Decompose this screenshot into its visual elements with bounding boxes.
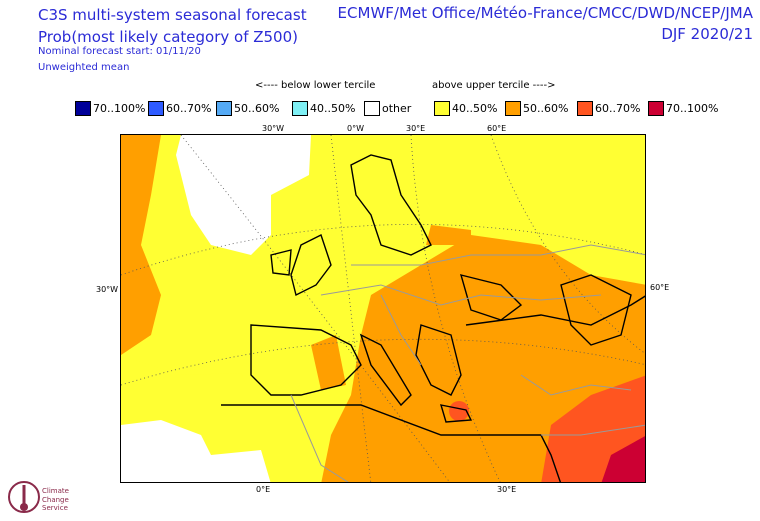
legend-swatch bbox=[505, 101, 521, 116]
map-canvas bbox=[121, 135, 645, 482]
season-label: DJF 2020/21 bbox=[661, 25, 753, 43]
legend-swatch bbox=[434, 101, 450, 116]
lon-label-top-1: 30°W bbox=[262, 124, 285, 133]
legend-swatch bbox=[292, 101, 308, 116]
legend-swatch bbox=[577, 101, 593, 116]
legend-label: 50..60% bbox=[234, 102, 280, 115]
legend-swatch bbox=[364, 101, 380, 116]
legend-item: 40..50% bbox=[434, 100, 497, 117]
lon-label-bottom-2: 30°E bbox=[497, 485, 517, 494]
legend-item: 50..60% bbox=[216, 100, 279, 117]
legend-label: 60..70% bbox=[595, 102, 641, 115]
legend-item: 60..70% bbox=[577, 100, 640, 117]
country-borders bbox=[290, 244, 645, 482]
red-spot-aegean bbox=[449, 401, 469, 421]
legend-label: 60..70% bbox=[166, 102, 212, 115]
copernicus-logo: Climate Change Service bbox=[6, 477, 96, 517]
legend-item: other bbox=[364, 100, 411, 117]
legend-swatch bbox=[648, 101, 664, 116]
logo-line2: Change Service bbox=[42, 496, 69, 512]
legend-label: 40..50% bbox=[452, 102, 498, 115]
logo-emblem bbox=[8, 481, 40, 513]
legend-item: 60..70% bbox=[148, 100, 211, 117]
legend-label: 70..100% bbox=[93, 102, 146, 115]
legend-item: 70..100% bbox=[648, 100, 718, 117]
other-region-south bbox=[121, 420, 271, 482]
legend-label: 70..100% bbox=[666, 102, 719, 115]
lat-label-left: 30°W bbox=[96, 285, 119, 294]
above-tercile-label: above upper tercile ----> bbox=[432, 80, 556, 91]
darkred-region bbox=[601, 436, 645, 482]
logo-line1: Climate bbox=[42, 487, 69, 495]
lon-label-top-4: 60°E bbox=[487, 124, 507, 133]
lon-label-bottom-1: 0°E bbox=[256, 485, 271, 494]
source-centres: ECMWF/Met Office/Météo-France/CMCC/DWD/N… bbox=[337, 4, 753, 22]
lon-label-top-3: 30°E bbox=[406, 124, 426, 133]
legend-item: 50..60% bbox=[505, 100, 568, 117]
legend-label: 50..60% bbox=[523, 102, 569, 115]
forecast-start: Nominal forecast start: 01/11/20 bbox=[38, 46, 201, 57]
legend-swatch bbox=[75, 101, 91, 116]
legend-swatch bbox=[148, 101, 164, 116]
lat-label-right: 60°E bbox=[650, 283, 670, 292]
weighting-label: Unweighted mean bbox=[38, 62, 130, 73]
lon-label-top-2: 0°W bbox=[347, 124, 364, 133]
title-line2: Prob(most likely category of Z500) bbox=[38, 28, 298, 46]
legend-label: other bbox=[382, 102, 412, 115]
graticule bbox=[121, 135, 645, 482]
other-region-north bbox=[176, 135, 311, 255]
below-tercile-label: <---- below lower tercile bbox=[255, 80, 376, 91]
color-legend: 70..100% 60..70% 50..60% 40..50% other 40..50… bbox=[0, 100, 760, 120]
title-line1: C3S multi-system seasonal forecast bbox=[38, 6, 307, 24]
orange-region-west bbox=[121, 135, 161, 355]
legend-item: 40..50% bbox=[292, 100, 355, 117]
legend-item: 70..100% bbox=[75, 100, 145, 117]
legend-label: 40..50% bbox=[310, 102, 356, 115]
legend-swatch bbox=[216, 101, 232, 116]
coastlines bbox=[221, 154, 645, 482]
forecast-map bbox=[120, 134, 646, 483]
